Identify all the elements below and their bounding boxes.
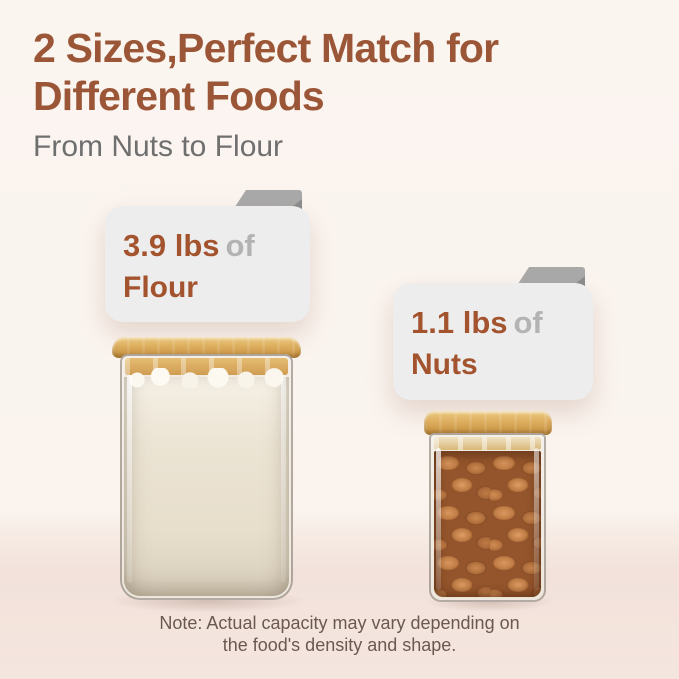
header: 2 Sizes,Perfect Match for Different Food… bbox=[33, 24, 499, 164]
capacity-badge-nuts-body: 1.1 lbs of Nuts bbox=[393, 283, 593, 400]
page-subtitle: From Nuts to Flour bbox=[33, 130, 284, 163]
title-line-1: 2 Sizes,Perfect Match for bbox=[33, 25, 499, 71]
glass-highlight bbox=[281, 375, 286, 584]
amount-connector: of bbox=[513, 305, 543, 340]
glass-body bbox=[120, 354, 293, 600]
capacity-badge-flour: 3.9 lbs of Flour bbox=[105, 190, 310, 322]
amount-value: 3.9 lbs bbox=[123, 228, 220, 263]
footnote-line-1: Note: Actual capacity may vary depending… bbox=[159, 613, 520, 633]
bamboo-lid-icon bbox=[424, 411, 552, 435]
capacity-badge-flour-body: 3.9 lbs of Flour bbox=[105, 206, 310, 322]
glass-highlight bbox=[127, 375, 132, 584]
food-name: Nuts bbox=[411, 348, 478, 381]
flour-contents bbox=[124, 368, 289, 596]
bamboo-lid-icon bbox=[112, 337, 301, 358]
glass-highlight bbox=[534, 448, 539, 591]
capacity-amount: 3.9 lbs of bbox=[123, 226, 310, 266]
amount-value: 1.1 lbs bbox=[411, 305, 508, 340]
capacity-badge-nuts: 1.1 lbs of Nuts bbox=[393, 267, 593, 400]
capacity-amount: 1.1 lbs of bbox=[411, 303, 593, 343]
title-line-2: Different Foods bbox=[33, 73, 325, 119]
footnote: Note: Actual capacity may vary depending… bbox=[0, 612, 679, 656]
almond-contents bbox=[434, 451, 541, 597]
footnote-line-2: the food's density and shape. bbox=[222, 635, 457, 655]
lid-plug bbox=[434, 437, 541, 450]
page-title: 2 Sizes,Perfect Match for Different Food… bbox=[33, 24, 499, 120]
glass-body bbox=[429, 433, 546, 602]
glass-highlight bbox=[436, 448, 441, 591]
amount-connector: of bbox=[225, 228, 255, 263]
food-name: Flour bbox=[123, 271, 198, 304]
